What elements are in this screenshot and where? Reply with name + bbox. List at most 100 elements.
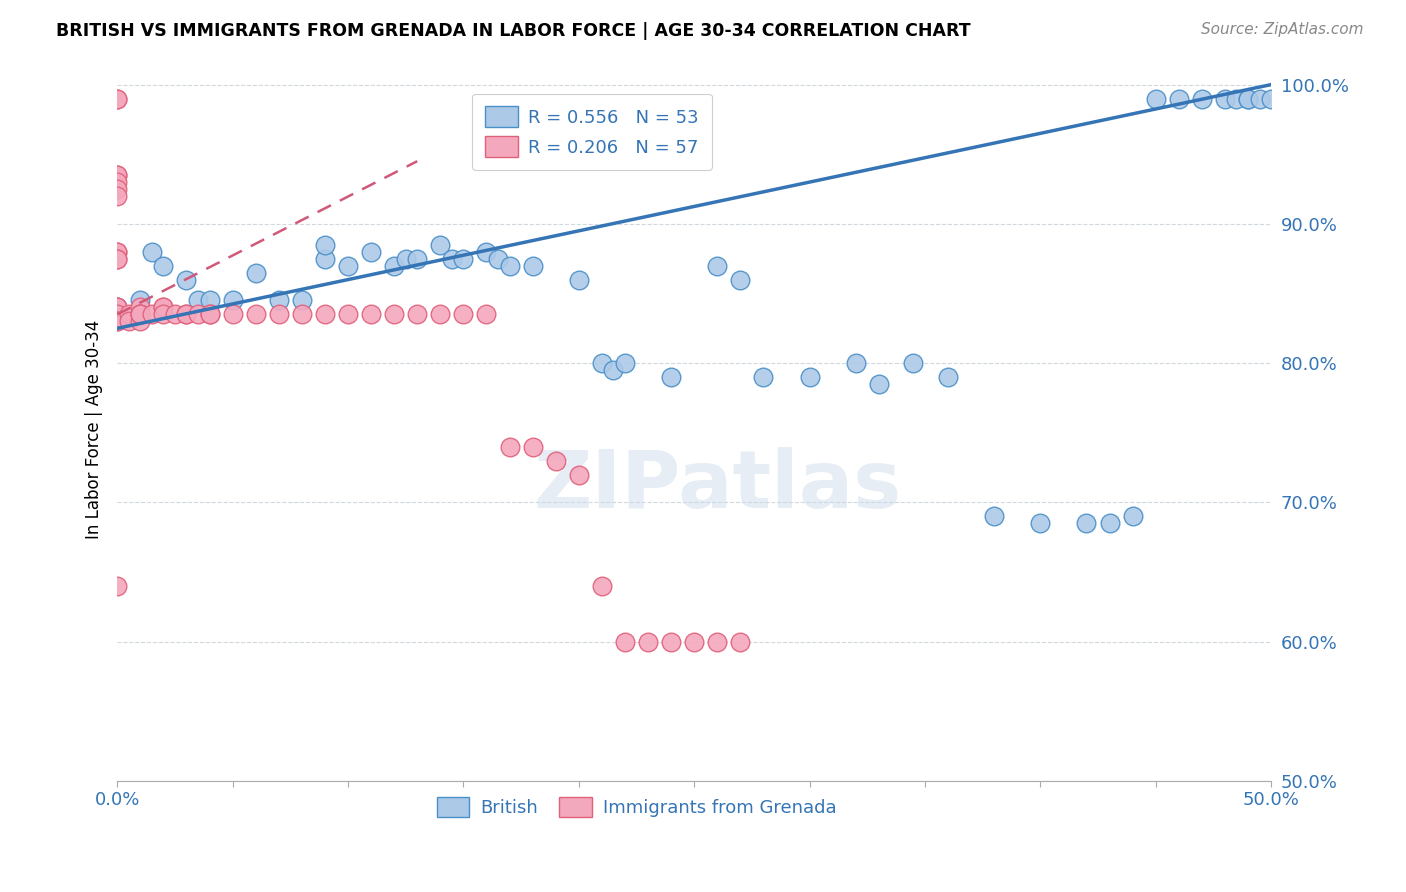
Point — [314, 237, 336, 252]
Point — [105, 252, 128, 266]
Text: BRITISH VS IMMIGRANTS FROM GRENADA IN LABOR FORCE | AGE 30-34 CORRELATION CHART: BRITISH VS IMMIGRANTS FROM GRENADA IN LA… — [56, 22, 972, 40]
Point — [336, 307, 359, 321]
Point — [799, 370, 821, 384]
Point — [198, 307, 221, 321]
Point — [105, 168, 128, 182]
Point — [591, 579, 613, 593]
Point — [568, 272, 591, 286]
Point — [105, 182, 128, 196]
Point — [845, 356, 868, 370]
Point — [105, 301, 128, 315]
Point — [637, 634, 659, 648]
Point — [475, 307, 498, 321]
Point — [498, 259, 520, 273]
Point — [105, 307, 128, 321]
Point — [245, 266, 267, 280]
Point — [105, 314, 128, 328]
Point — [1237, 91, 1260, 105]
Point — [568, 467, 591, 482]
Point — [245, 307, 267, 321]
Point — [683, 634, 706, 648]
Point — [1237, 91, 1260, 105]
Point — [221, 293, 243, 308]
Point — [105, 175, 128, 189]
Point — [659, 634, 682, 648]
Y-axis label: In Labor Force | Age 30-34: In Labor Force | Age 30-34 — [86, 319, 103, 539]
Point — [498, 440, 520, 454]
Point — [105, 244, 128, 259]
Point — [152, 259, 174, 273]
Point — [1225, 91, 1247, 105]
Point — [105, 579, 128, 593]
Point — [152, 301, 174, 315]
Point — [1029, 516, 1052, 531]
Point — [395, 252, 418, 266]
Point — [176, 307, 198, 321]
Point — [176, 307, 198, 321]
Point — [267, 307, 290, 321]
Point — [129, 293, 152, 308]
Point — [613, 634, 636, 648]
Point — [730, 634, 752, 648]
Point — [152, 301, 174, 315]
Point — [1191, 91, 1213, 105]
Point — [1167, 91, 1189, 105]
Point — [706, 634, 728, 648]
Point — [429, 237, 451, 252]
Point — [475, 244, 498, 259]
Point — [602, 363, 624, 377]
Point — [187, 293, 209, 308]
Point — [1122, 509, 1144, 524]
Point — [429, 307, 451, 321]
Point — [903, 356, 925, 370]
Point — [1076, 516, 1098, 531]
Point — [141, 307, 163, 321]
Point — [659, 370, 682, 384]
Point — [983, 509, 1005, 524]
Point — [291, 307, 314, 321]
Point — [1213, 91, 1236, 105]
Point — [1260, 91, 1282, 105]
Point — [360, 244, 382, 259]
Point — [730, 272, 752, 286]
Point — [105, 307, 128, 321]
Point — [868, 377, 890, 392]
Point — [544, 453, 567, 467]
Point — [105, 252, 128, 266]
Point — [382, 259, 405, 273]
Point — [486, 252, 509, 266]
Point — [118, 307, 141, 321]
Point — [522, 440, 544, 454]
Point — [141, 244, 163, 259]
Point — [453, 307, 475, 321]
Point — [1098, 516, 1121, 531]
Point — [291, 293, 314, 308]
Point — [105, 301, 128, 315]
Point — [129, 314, 152, 328]
Point — [314, 252, 336, 266]
Point — [752, 370, 775, 384]
Point — [936, 370, 959, 384]
Point — [176, 272, 198, 286]
Point — [336, 259, 359, 273]
Point — [267, 293, 290, 308]
Text: Source: ZipAtlas.com: Source: ZipAtlas.com — [1201, 22, 1364, 37]
Point — [440, 252, 463, 266]
Point — [105, 301, 128, 315]
Point — [406, 307, 429, 321]
Point — [105, 91, 128, 105]
Point — [129, 307, 152, 321]
Point — [198, 307, 221, 321]
Point — [105, 189, 128, 203]
Point — [1144, 91, 1167, 105]
Point — [105, 314, 128, 328]
Point — [105, 244, 128, 259]
Point — [591, 356, 613, 370]
Point — [187, 307, 209, 321]
Point — [129, 301, 152, 315]
Point — [1249, 91, 1271, 105]
Point — [163, 307, 186, 321]
Point — [129, 307, 152, 321]
Point — [118, 314, 141, 328]
Point — [382, 307, 405, 321]
